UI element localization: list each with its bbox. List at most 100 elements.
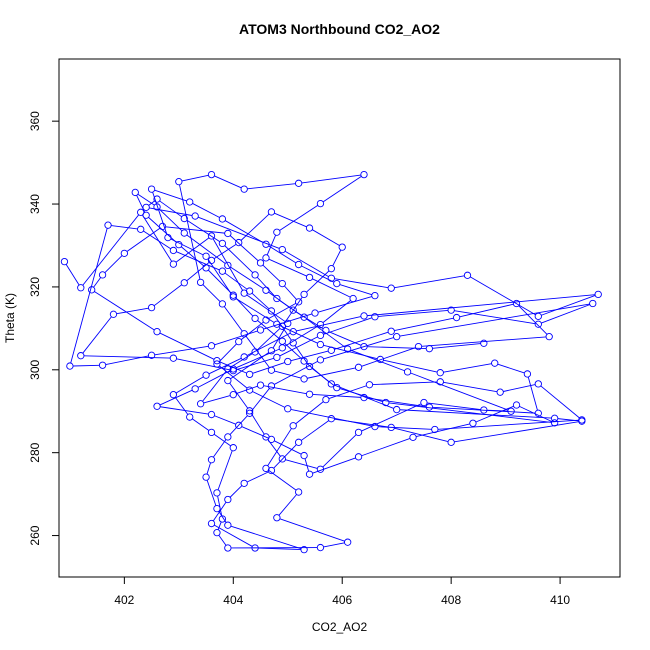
data-point xyxy=(267,466,276,475)
series-line-segment xyxy=(322,176,362,203)
data-point xyxy=(295,438,303,446)
data-point xyxy=(213,529,221,537)
series-line-segment xyxy=(410,372,509,411)
series-line-segment xyxy=(312,393,361,398)
series-line-segment xyxy=(518,305,548,335)
data-point xyxy=(447,306,455,314)
data-point xyxy=(534,380,542,388)
series-line-segment xyxy=(394,427,449,442)
series-line-segment xyxy=(65,264,80,286)
y-tick-label: 300 xyxy=(28,359,42,379)
data-point xyxy=(147,185,156,193)
series-line-segment xyxy=(372,381,438,386)
data-point xyxy=(169,260,178,268)
data-point xyxy=(289,339,297,347)
series-line-segment xyxy=(307,367,356,379)
series-line-segment xyxy=(224,272,248,290)
series-line-segment xyxy=(284,343,303,360)
series-line-segment xyxy=(274,212,307,228)
data-point xyxy=(267,382,276,390)
series-line-segment xyxy=(301,174,361,184)
series-line-segment xyxy=(454,421,579,443)
data-point xyxy=(207,256,216,265)
data-point xyxy=(393,332,401,341)
data-point xyxy=(142,203,150,212)
series-line-segment xyxy=(186,234,226,264)
data-point xyxy=(594,290,602,299)
data-point xyxy=(120,249,129,258)
data-point xyxy=(224,544,232,552)
series-line-segment xyxy=(208,357,242,375)
series-line-segment xyxy=(236,357,274,371)
data-point xyxy=(371,291,379,300)
series-line-segment xyxy=(262,264,281,282)
series-line-segment xyxy=(454,310,536,325)
series-line-segment xyxy=(241,426,269,439)
series-line-segment xyxy=(83,355,171,359)
series-line-segment xyxy=(527,376,538,411)
series-line-segment xyxy=(165,226,225,234)
data-point xyxy=(512,401,521,409)
series-line-segment xyxy=(213,243,237,260)
data-point xyxy=(147,351,156,359)
series-line-segment xyxy=(541,304,590,324)
series-line-segment xyxy=(179,184,201,280)
data-point xyxy=(496,388,504,396)
series-line-segment xyxy=(284,325,318,347)
series-line-segment xyxy=(224,220,264,244)
series-line-segment xyxy=(540,385,580,419)
data-point xyxy=(354,453,363,461)
series-line-segment xyxy=(470,276,536,316)
y-tick-label: 260 xyxy=(28,525,42,545)
data-point xyxy=(305,362,314,371)
data-point xyxy=(316,543,325,552)
series-line-segment xyxy=(294,345,309,365)
series-line-segment xyxy=(213,439,227,458)
series-line-segment xyxy=(235,297,254,317)
data-point xyxy=(224,495,232,504)
series-line-segment xyxy=(104,255,123,273)
data-point xyxy=(202,473,210,481)
data-point xyxy=(245,370,254,379)
data-point xyxy=(240,353,248,361)
data-point xyxy=(158,222,167,231)
data-point xyxy=(202,371,210,379)
series-line-segment xyxy=(154,189,187,202)
series-line-segment xyxy=(212,238,243,291)
series-line-segment xyxy=(251,388,270,412)
data-point xyxy=(344,538,352,546)
series-line-segment xyxy=(274,440,302,455)
data-point xyxy=(273,514,281,522)
series-line-segment xyxy=(93,277,102,288)
data-point xyxy=(273,294,281,303)
y-tick-label: 340 xyxy=(28,194,42,214)
data-point xyxy=(333,383,341,392)
data-point xyxy=(169,391,178,399)
series-line-segment xyxy=(214,330,258,346)
data-point xyxy=(278,322,286,330)
data-point xyxy=(251,544,259,552)
data-point xyxy=(360,342,368,351)
data-point xyxy=(289,328,297,336)
data-point xyxy=(512,299,521,308)
series-line-segment xyxy=(378,309,449,317)
data-point xyxy=(420,398,428,407)
series-line-segment xyxy=(214,524,253,547)
data-point xyxy=(360,312,368,320)
data-point xyxy=(218,267,227,275)
data-point xyxy=(365,381,374,389)
series-line-segment xyxy=(213,433,231,447)
data-point xyxy=(344,345,352,353)
series-line-segment xyxy=(328,385,367,400)
series-line-segment xyxy=(306,362,330,383)
data-point xyxy=(251,271,259,279)
data-point xyxy=(295,260,303,269)
data-point xyxy=(60,257,69,266)
y-tick-label: 320 xyxy=(28,277,42,297)
series-line-segment xyxy=(290,408,372,427)
series-line-segment xyxy=(174,396,189,415)
series-line-segment xyxy=(180,246,204,267)
series-line-segment xyxy=(153,284,182,307)
series-line-segment xyxy=(245,336,270,368)
